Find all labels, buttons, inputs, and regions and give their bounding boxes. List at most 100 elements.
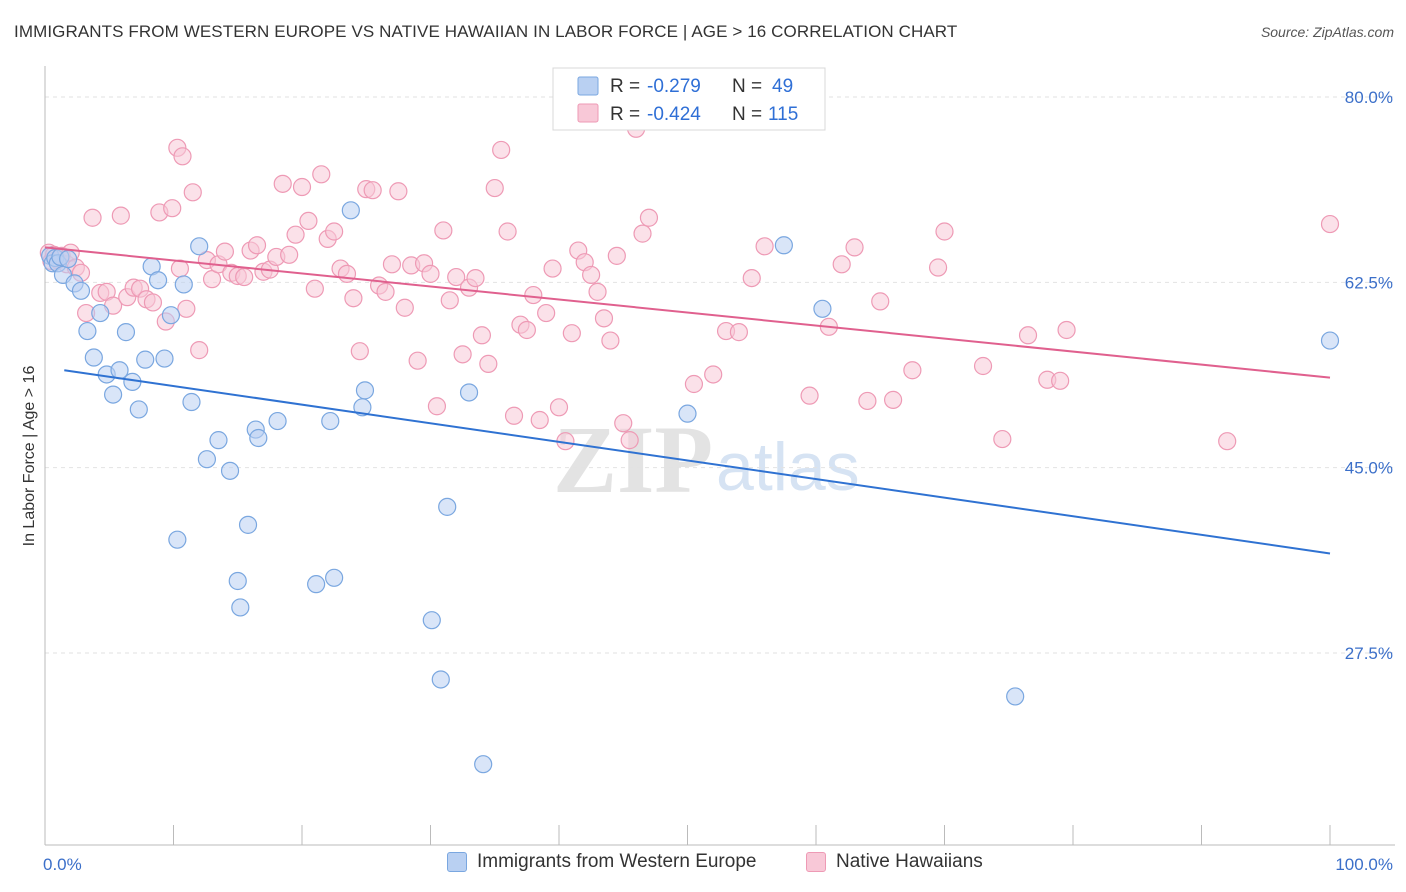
point-series-1-82	[537, 303, 556, 323]
point-series-1-72	[472, 326, 491, 345]
point-series-1-68	[447, 267, 466, 287]
axes	[44, 66, 1395, 846]
point-series-1-79	[517, 320, 536, 340]
trend-lines	[44, 246, 1331, 555]
point-series-1-67	[440, 291, 459, 310]
point-series-1-117	[1018, 326, 1038, 345]
point-series-1-97	[633, 224, 652, 243]
point-series-1-74	[485, 178, 504, 198]
point-series-1-37	[247, 236, 267, 255]
point-series-1-98	[639, 208, 659, 227]
point-series-1-93	[607, 246, 626, 265]
legend-swatch-native-hawaiians	[806, 852, 826, 872]
y-tick-label-2: 45.0%	[1345, 459, 1393, 478]
stats-n-value-2: 115	[768, 104, 798, 125]
point-series-1-14	[111, 206, 130, 225]
point-series-0-32	[238, 515, 258, 534]
point-series-0-11	[91, 303, 110, 323]
point-series-1-26	[173, 147, 192, 166]
point-series-0-30	[228, 571, 247, 591]
point-series-0-47	[678, 404, 697, 423]
point-series-0-39	[341, 201, 360, 220]
point-series-0-36	[307, 575, 326, 594]
stats-n-label-2: N =	[732, 104, 762, 125]
point-series-1-81	[530, 410, 549, 430]
point-series-0-25	[182, 392, 201, 412]
point-series-1-62	[408, 351, 427, 370]
y-axis-title: In Labor Force | Age > 16	[21, 366, 38, 547]
point-series-1-66	[434, 221, 453, 240]
point-series-0-49	[813, 299, 832, 318]
point-series-0-23	[168, 530, 187, 549]
stats-r-value-1: -0.279	[647, 76, 701, 97]
stats-r-label-1: R =	[610, 76, 640, 97]
point-series-1-102	[729, 323, 749, 342]
point-series-0-13	[104, 385, 123, 404]
watermark: ZIP atlas	[553, 406, 860, 513]
point-series-0-24	[174, 275, 193, 294]
point-series-1-43	[286, 225, 305, 244]
point-series-1-121	[1320, 214, 1340, 234]
point-series-1-75	[492, 140, 511, 160]
point-series-1-51	[337, 264, 357, 283]
y-tick-labels: 80.0% 62.5% 45.0% 27.5%	[1345, 88, 1393, 663]
point-series-1-91	[594, 309, 614, 328]
point-series-1-115	[973, 356, 993, 376]
point-series-0-17	[129, 400, 148, 419]
point-series-1-41	[273, 174, 292, 193]
point-series-1-45	[299, 211, 318, 231]
point-series-1-112	[903, 361, 922, 380]
point-series-1-57	[376, 282, 395, 301]
point-series-1-59	[389, 182, 408, 201]
point-series-0-20	[148, 271, 168, 290]
y-tick-label-0: 80.0%	[1345, 88, 1393, 107]
point-series-0-51	[1320, 331, 1340, 350]
trend-line-series-1	[44, 246, 1331, 379]
point-series-0-26	[190, 237, 209, 256]
point-series-1-64	[421, 264, 440, 283]
y-tick-label-1: 62.5%	[1345, 273, 1393, 292]
point-series-1-27	[183, 183, 202, 202]
stats-r-label-2: R =	[610, 104, 640, 125]
point-series-1-83	[543, 259, 562, 278]
point-series-1-55	[363, 181, 382, 200]
point-series-1-65	[427, 397, 447, 416]
point-series-0-48	[774, 236, 793, 255]
x-tick-label-0: 0.0%	[43, 855, 82, 874]
legend-item-western-europe: Immigrants from Western Europe	[447, 851, 756, 873]
legend-label-native-hawaiians: Native Hawaiians	[836, 851, 983, 872]
trend-line-series-0	[64, 369, 1331, 555]
stats-swatch-blue	[577, 76, 599, 96]
point-series-0-31	[231, 598, 250, 617]
point-series-0-29	[220, 461, 240, 480]
point-series-0-21	[155, 349, 174, 368]
stats-r-value-2: -0.424	[647, 104, 701, 125]
point-series-1-28	[190, 341, 209, 360]
point-series-0-22	[161, 306, 181, 325]
point-series-1-86	[562, 324, 581, 343]
point-series-1-109	[858, 391, 877, 411]
point-series-1-95	[620, 431, 639, 450]
point-series-0-27	[197, 450, 217, 469]
point-series-1-120	[1057, 320, 1076, 340]
point-series-0-35	[268, 411, 287, 431]
point-series-0-8	[71, 281, 91, 300]
point-series-1-10	[83, 208, 102, 227]
point-series-1-116	[993, 429, 1012, 449]
point-series-1-92	[601, 331, 620, 350]
point-series-0-44	[438, 497, 457, 516]
point-series-1-114	[935, 222, 954, 241]
point-series-0-15	[116, 323, 136, 342]
point-series-1-32	[215, 242, 234, 261]
point-series-0-28	[209, 431, 228, 450]
legend-label-western-europe: Immigrants from Western Europe	[477, 851, 757, 872]
point-series-1-105	[800, 386, 819, 405]
point-series-1-94	[614, 414, 633, 433]
point-series-1-119	[1051, 371, 1070, 390]
watermark-atlas: atlas	[716, 429, 860, 505]
legend-item-native-hawaiians: Native Hawaiians	[806, 851, 983, 873]
point-series-1-73	[479, 354, 498, 373]
point-series-1-111	[883, 390, 903, 409]
point-series-1-100	[704, 365, 723, 384]
